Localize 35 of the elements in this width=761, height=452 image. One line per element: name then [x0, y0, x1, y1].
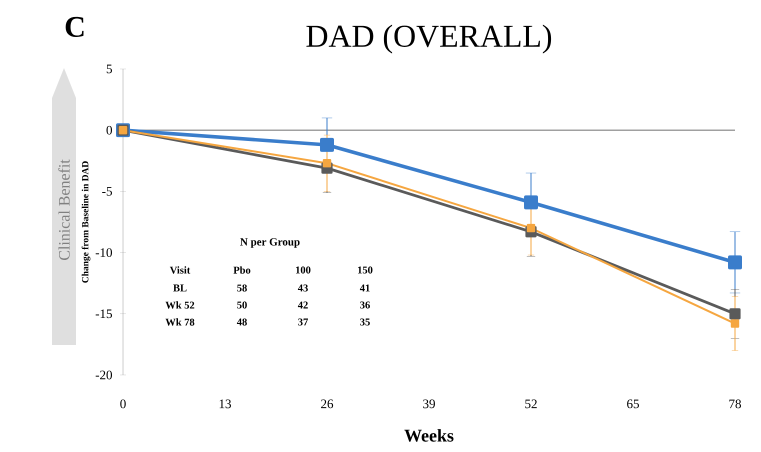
text: Clinical Benefit: [58, 159, 70, 260]
annotation: 58: [237, 284, 247, 292]
x-tick-label: 52: [525, 400, 537, 408]
y-tick-label: 5: [106, 64, 112, 74]
y-tick-label: -10: [96, 248, 112, 257]
x-tick-label: 39: [423, 400, 435, 408]
annotation: Visit: [170, 266, 190, 274]
x-tick-label: 26: [321, 400, 334, 408]
y-tick-label: -20: [96, 370, 112, 380]
annotation: BL: [173, 284, 187, 292]
annotation: 43: [298, 284, 308, 292]
text: C: [66, 16, 84, 38]
annotation: Wk 78: [165, 318, 194, 326]
annotation: Wk 52: [165, 301, 194, 309]
y-axis-title: Change from Baseline in DAD: [82, 161, 90, 283]
x-tick-label: 13: [220, 400, 231, 408]
x-axis-title: Weeks: [404, 429, 454, 442]
annotation: N per Group: [240, 238, 300, 248]
annotation: 150: [358, 266, 372, 274]
annotation: 36: [360, 301, 370, 309]
annotation: 100: [296, 266, 310, 274]
annotation: 48: [236, 318, 247, 326]
annotation: 35: [360, 318, 370, 326]
annotation: 42: [298, 302, 308, 308]
annotation: Pbo: [233, 266, 250, 274]
y-tick-label: 0: [106, 126, 112, 135]
x-tick-label: 78: [729, 400, 741, 408]
annotation: 37: [298, 318, 308, 326]
x-tick-label: 0: [120, 400, 126, 408]
annotation: 41: [360, 284, 370, 292]
annotation: 50: [237, 301, 247, 309]
y-tick-label: -15: [96, 309, 112, 318]
y-tick-label: -5: [102, 187, 112, 196]
x-tick-label: 65: [627, 400, 639, 408]
chart-title: DAD (OVERALL): [306, 24, 552, 54]
